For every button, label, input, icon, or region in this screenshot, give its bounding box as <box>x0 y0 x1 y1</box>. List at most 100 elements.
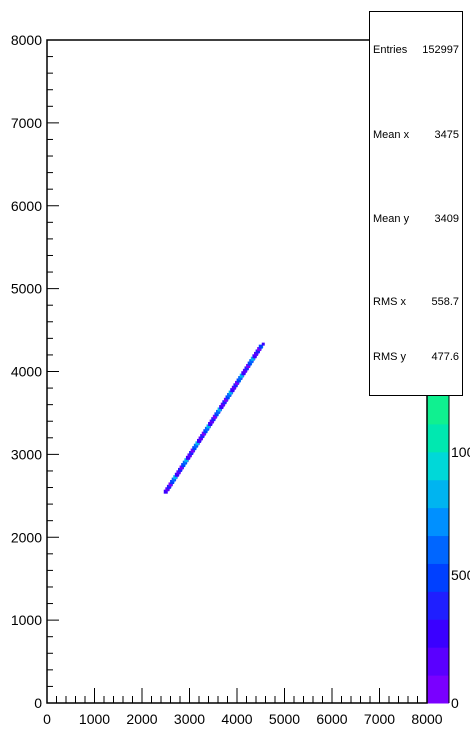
data-bin <box>197 438 201 443</box>
colorbar-tick-label: 100 <box>451 444 470 460</box>
data-bin <box>231 385 236 390</box>
data-bin <box>168 482 173 487</box>
stats-row-mean-y: Mean y 3409 <box>373 213 459 225</box>
data-bin <box>187 453 192 458</box>
x-tick-label: 8000 <box>411 711 442 727</box>
data-bin <box>230 388 235 393</box>
colorbar <box>427 396 450 704</box>
colorbar-bin <box>427 535 449 564</box>
data-bin <box>255 349 260 354</box>
y-tick-label: 8000 <box>11 32 42 48</box>
data-bin <box>206 424 211 429</box>
stats-value: 477.6 <box>431 351 459 363</box>
data-bin <box>233 383 238 388</box>
y-tick-label: 1000 <box>11 612 42 628</box>
data-bin <box>225 395 230 400</box>
data-bin <box>254 351 258 356</box>
data-bin <box>236 378 241 383</box>
x-tick-label: 5000 <box>269 711 300 727</box>
data-bin <box>179 465 184 470</box>
data-bin <box>166 484 171 489</box>
stats-value: 152997 <box>422 44 459 56</box>
data-bin <box>211 417 216 422</box>
data-bin <box>181 463 186 468</box>
data-bin <box>193 443 198 448</box>
data-bin <box>252 354 257 359</box>
stats-label: RMS x <box>373 296 406 308</box>
stats-label: Entries <box>373 44 408 56</box>
data-bin <box>249 359 254 364</box>
data-bin <box>201 431 206 436</box>
colorbar-bin <box>427 563 449 592</box>
colorbar-bin <box>427 675 449 704</box>
stats-label: Mean x <box>373 129 410 141</box>
stats-value: 558.7 <box>431 296 459 308</box>
data-bin <box>200 434 205 439</box>
data-bin <box>189 450 194 455</box>
stats-label: Mean y <box>373 213 410 225</box>
data-bin <box>176 470 181 475</box>
data-bin <box>246 363 251 368</box>
colorbar-bin <box>427 423 449 453</box>
data-bin <box>241 371 246 376</box>
y-axis: 0 1000 2000 3000 4000 5000 6000 7000 8000 <box>11 32 59 711</box>
data-bin <box>185 455 190 460</box>
x-tick-label: 2000 <box>126 711 157 727</box>
data-bin <box>239 373 244 378</box>
colorbar-tick-label: 0 <box>451 695 459 711</box>
data-bin <box>219 405 224 410</box>
stats-value: 3409 <box>434 213 459 225</box>
y-tick-label: 6000 <box>11 198 42 214</box>
data-bin <box>217 407 222 412</box>
y-tick-label: 7000 <box>11 115 42 131</box>
data-bin <box>163 489 168 494</box>
stats-label: RMS y <box>373 351 406 363</box>
data-bin <box>209 419 214 424</box>
stats-row-entries: Entries 152997 <box>373 44 459 56</box>
colorbar-bin <box>427 479 449 509</box>
y-tick-label: 4000 <box>11 364 42 380</box>
colorbar-bin <box>427 396 449 425</box>
data-bin <box>261 342 265 346</box>
x-tick-label: 6000 <box>316 711 347 727</box>
data-bin <box>171 477 176 482</box>
stats-row-rms-x: RMS x 558.7 <box>373 296 459 308</box>
data-bin <box>258 344 263 349</box>
data-bin <box>198 436 203 441</box>
data-bin <box>222 400 227 405</box>
colorbar-labels: 0 500 100 <box>451 444 470 711</box>
data-bin <box>203 429 208 434</box>
colorbar-bin <box>427 591 449 620</box>
colorbar-bin <box>427 647 449 676</box>
data-bin <box>174 472 179 477</box>
data-bin <box>208 421 213 426</box>
x-tick-label: 7000 <box>364 711 395 727</box>
x-tick-label: 3000 <box>174 711 205 727</box>
data-bin <box>173 475 178 480</box>
colorbar-bin <box>427 451 449 481</box>
x-tick-label: 1000 <box>79 711 110 727</box>
data-bin <box>216 409 220 414</box>
y-tick-label: 2000 <box>11 529 42 545</box>
data-bin <box>228 390 233 395</box>
data-bin <box>178 467 182 472</box>
stats-value: 3475 <box>434 129 459 141</box>
data-bin <box>195 441 200 446</box>
y-tick-label: 3000 <box>11 446 42 462</box>
y-tick-label: 5000 <box>11 281 42 297</box>
x-tick-label: 0 <box>43 711 51 727</box>
x-axis: 0 1000 2000 3000 4000 5000 6000 7000 8000 <box>43 688 443 727</box>
data-bin <box>214 412 219 417</box>
data-bin <box>250 356 255 361</box>
data-bin <box>184 458 189 463</box>
data-bin <box>235 380 239 385</box>
data-bin <box>223 397 228 402</box>
data-band <box>163 342 265 494</box>
colorbar-bin <box>427 619 449 648</box>
colorbar-bin <box>427 507 449 537</box>
data-bin <box>247 361 252 366</box>
data-bin <box>182 460 187 465</box>
data-bin <box>220 402 225 407</box>
stats-row-mean-x: Mean x 3475 <box>373 129 459 141</box>
